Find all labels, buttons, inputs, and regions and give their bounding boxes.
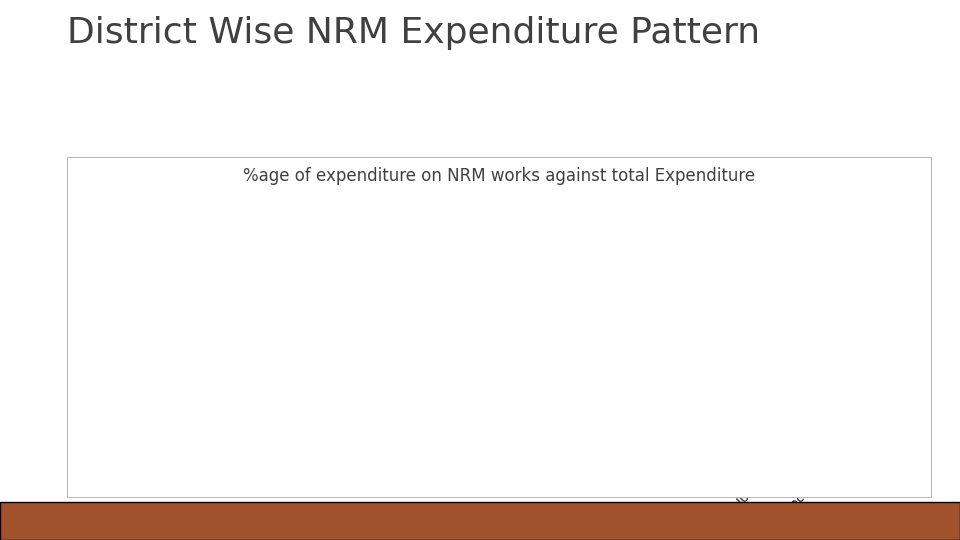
Bar <box>717 429 756 437</box>
Text: 72.13%: 72.13% <box>379 254 425 264</box>
Bar <box>606 281 644 437</box>
Bar <box>216 247 254 437</box>
Text: 69.36%: 69.36% <box>435 261 481 271</box>
Text: %age of expenditure on NRM works against total Expenditure: %age of expenditure on NRM works against… <box>243 167 756 185</box>
Text: 65.79%: 65.79% <box>602 269 648 279</box>
Bar <box>383 266 421 437</box>
Bar <box>327 266 366 437</box>
Text: 80.29%: 80.29% <box>212 235 258 245</box>
Bar <box>160 240 199 437</box>
Bar <box>661 284 700 437</box>
Text: 69.11%: 69.11% <box>491 261 537 271</box>
Bar <box>828 269 867 437</box>
Text: 66.81%: 66.81% <box>546 267 592 277</box>
Text: 72.23%: 72.23% <box>324 254 370 264</box>
Bar <box>494 273 533 437</box>
Text: 0.94%: 0.94% <box>773 423 811 433</box>
Text: 76.37%: 76.37% <box>268 244 314 254</box>
Text: District Wise NRM Expenditure Pattern: District Wise NRM Expenditure Pattern <box>67 16 760 50</box>
Text: 70.64%: 70.64% <box>825 258 871 268</box>
Text: 3.65%: 3.65% <box>717 417 756 427</box>
Bar <box>272 256 310 437</box>
Text: 64.54%: 64.54% <box>658 272 704 282</box>
Bar <box>550 279 588 437</box>
Bar <box>773 435 811 437</box>
Bar <box>439 273 477 437</box>
Text: 83.14%: 83.14% <box>156 228 203 238</box>
